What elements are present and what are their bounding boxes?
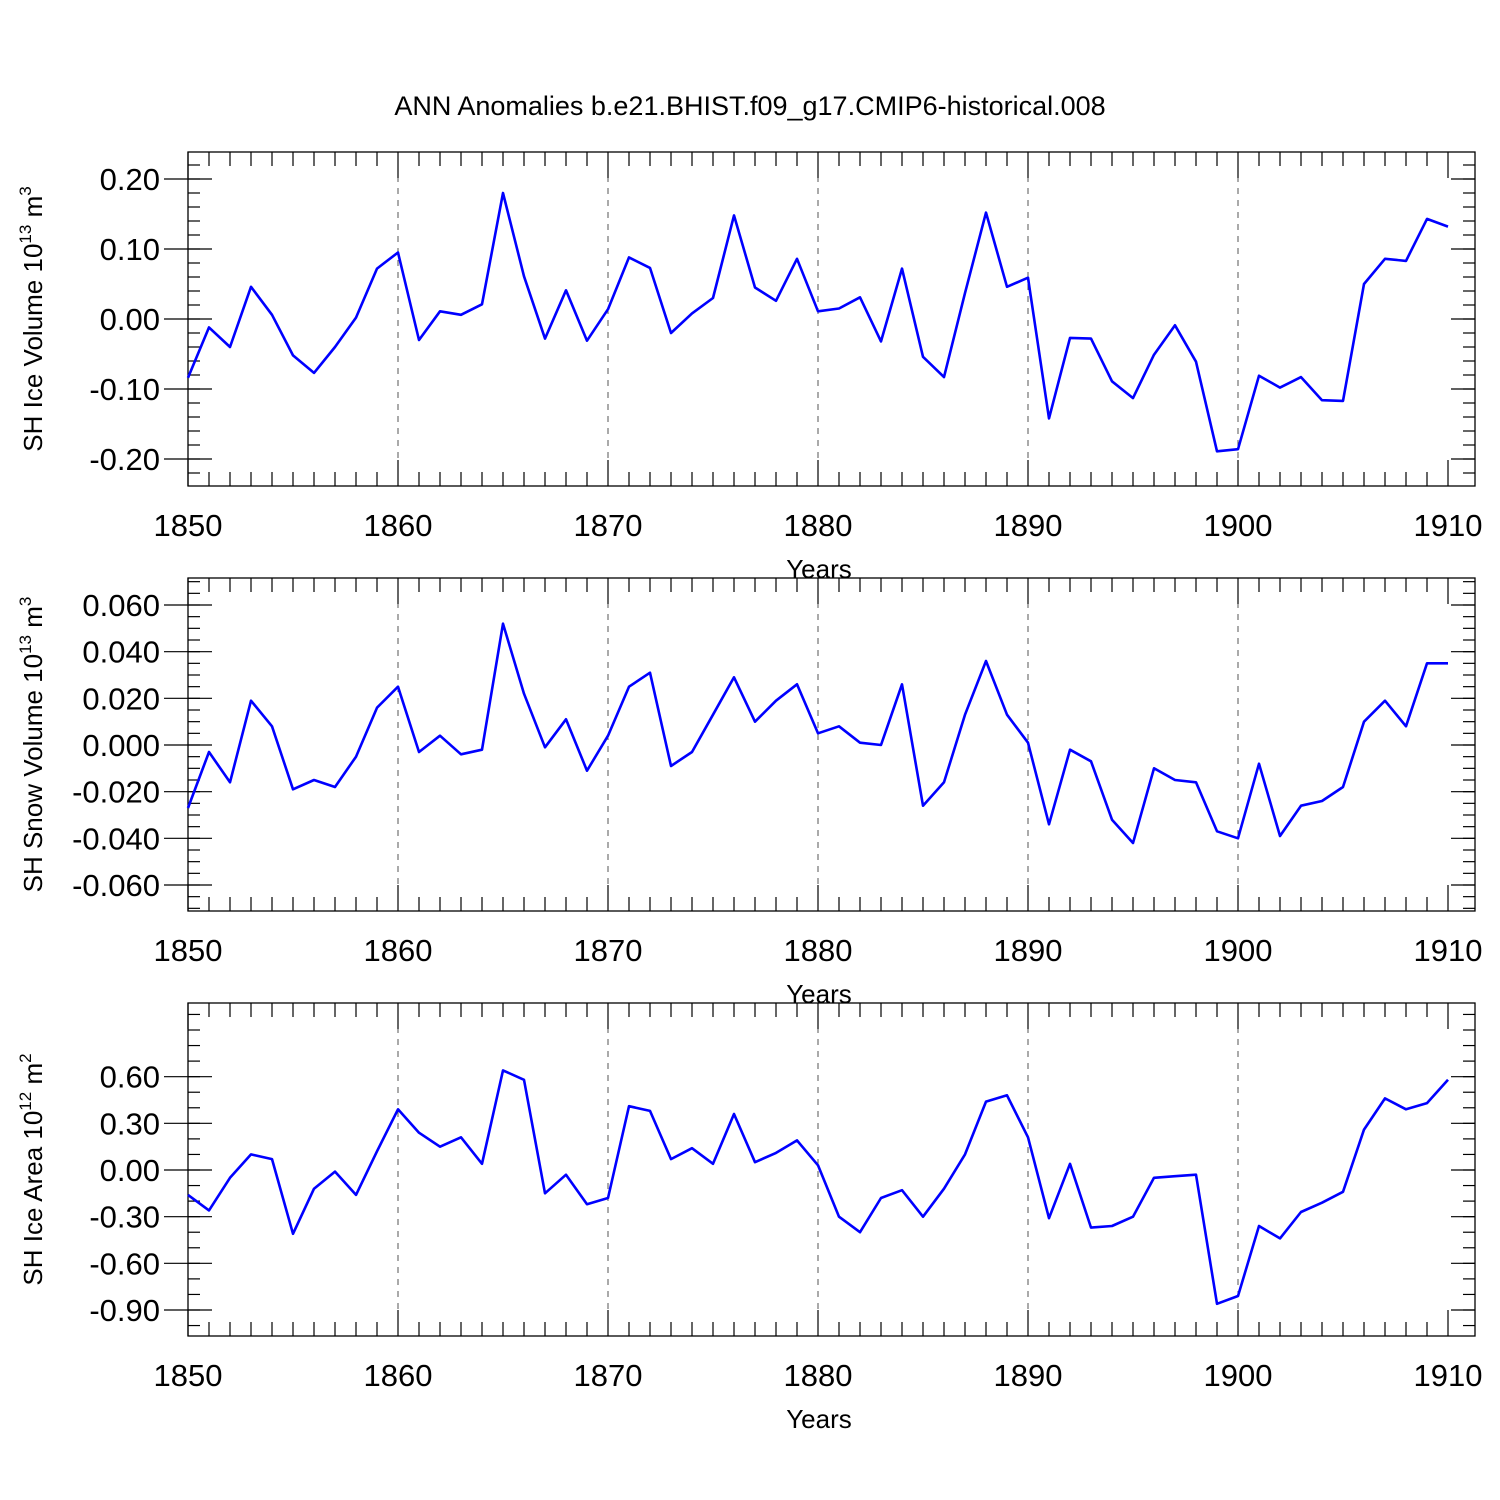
x-tick-label: 1870 — [574, 1358, 643, 1393]
panel-2: -0.060 -0.040 -0.020 0.000 0.020 0.040 0.060 18… — [16, 577, 1483, 1009]
x-tick-label: 1860 — [364, 933, 433, 968]
y-tick-label: -0.020 — [72, 775, 160, 810]
x-tick-label: 1910 — [1414, 508, 1483, 543]
y-axis-title: SH Snow Volume 1013 m3 — [16, 597, 48, 893]
y-tick-label: 0.30 — [100, 1106, 160, 1141]
x-tick-label: 1900 — [1204, 933, 1273, 968]
x-tick-label: 1910 — [1414, 933, 1483, 968]
x-tick-label: 1880 — [784, 933, 853, 968]
y-tick-label: 0.040 — [82, 635, 160, 670]
x-tick-label: 1900 — [1204, 1358, 1273, 1393]
y-tick-label: 0.00 — [100, 1153, 160, 1188]
plot-frame — [187, 1002, 1476, 1337]
x-tick-label: 1850 — [154, 933, 223, 968]
x-tick-label: 1890 — [994, 933, 1063, 968]
x-tick-label: 1860 — [364, 508, 433, 543]
y-tick-label: 0.060 — [82, 588, 160, 623]
x-tick-label: 1890 — [994, 1358, 1063, 1393]
x-tick-label: 1850 — [154, 1358, 223, 1393]
x-tick-label: 1880 — [784, 508, 853, 543]
x-tick-label: 1900 — [1204, 508, 1273, 543]
figure-title: ANN Anomalies b.e21.BHIST.f09_g17.CMIP6-… — [394, 91, 1105, 121]
x-tick-label: 1850 — [154, 508, 223, 543]
panel-3: -0.90 -0.60 -0.30 0.00 0.30 0.60 1850 1860 1870 1… — [16, 1002, 1483, 1434]
plot-frame — [187, 577, 1476, 912]
y-tick-label: 0.20 — [100, 162, 160, 197]
x-tick-label: 1870 — [574, 508, 643, 543]
y-tick-label: -0.060 — [72, 868, 160, 903]
plot-frame — [187, 151, 1476, 487]
panels: -0.20 -0.10 0.00 0.10 0.20 1850 1860 1870 1880 18… — [16, 151, 1483, 1434]
x-tick-label: 1890 — [994, 508, 1063, 543]
y-tick-label: -0.90 — [89, 1293, 160, 1328]
x-tick-label: 1880 — [784, 1358, 853, 1393]
y-axis-title: SH Ice Volume 1013 m3 — [16, 186, 48, 451]
x-tick-label: 1860 — [364, 1358, 433, 1393]
series-line — [187, 1069, 1449, 1306]
x-tick-label: 1910 — [1414, 1358, 1483, 1393]
x-axis-title: Years — [786, 1404, 852, 1434]
x-axis-title: Years — [786, 554, 852, 584]
y-tick-label: -0.040 — [72, 821, 160, 856]
series-line — [186, 622, 1448, 845]
y-tick-label: 0.020 — [82, 681, 160, 716]
y-axis-title: SH Ice Area 1012 m2 — [16, 1053, 48, 1285]
y-tick-label: -0.30 — [89, 1200, 160, 1235]
y-tick-label: 0.00 — [100, 302, 160, 337]
x-tick-label: 1870 — [574, 933, 643, 968]
y-tick-label: 0.10 — [100, 232, 160, 267]
y-tick-label: -0.20 — [89, 442, 160, 477]
x-axis-title: Years — [786, 979, 852, 1009]
series-line — [186, 191, 1449, 453]
y-tick-label: -0.10 — [89, 372, 160, 407]
y-tick-label: 0.60 — [100, 1060, 160, 1095]
y-tick-label: 0.000 — [82, 728, 160, 763]
y-tick-label: -0.60 — [89, 1246, 160, 1281]
panel-1: -0.20 -0.10 0.00 0.10 0.20 1850 1860 1870 1880 18… — [16, 151, 1483, 584]
